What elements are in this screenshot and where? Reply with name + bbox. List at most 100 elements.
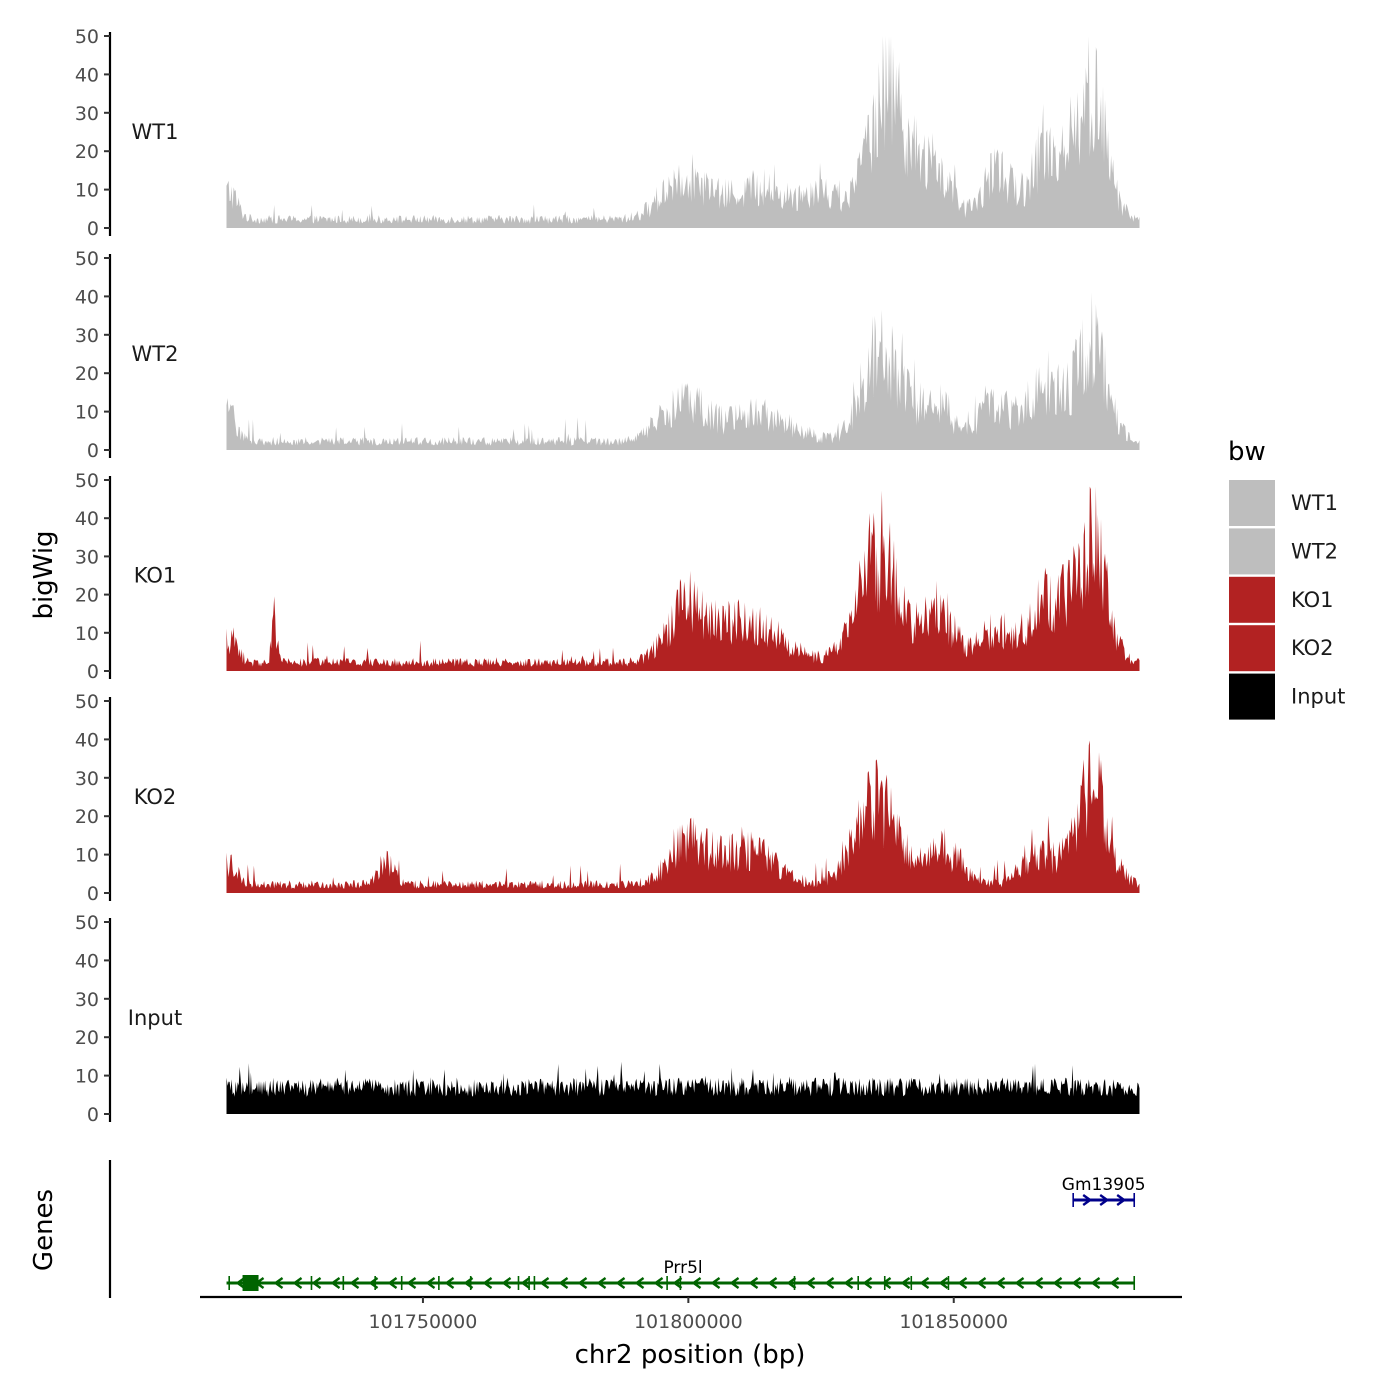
strand-arrow: [539, 1277, 550, 1289]
strand-arrow: [1090, 1277, 1101, 1289]
strand-arrow: [881, 1277, 892, 1289]
legend-title: bw: [1228, 437, 1266, 467]
y-tick-label: 20: [75, 141, 99, 163]
legend-label: Input: [1291, 685, 1345, 709]
strand-arrow: [1109, 1277, 1120, 1289]
y-tick-label: 50: [75, 691, 99, 713]
y-tick-label: 10: [75, 1066, 99, 1088]
legend-label: WT1: [1291, 491, 1338, 515]
legend-swatch: [1229, 528, 1275, 575]
strand-arrow: [938, 1277, 949, 1289]
strand-arrow: [691, 1277, 702, 1289]
strand-arrow: [862, 1277, 873, 1289]
track-input: 0 10 20 30 40 50 Input: [75, 912, 1140, 1126]
strand-arrow: [729, 1277, 740, 1289]
legend-swatch: [1229, 673, 1275, 720]
y-tick-label: 40: [75, 950, 99, 972]
y-tick-label: 30: [75, 103, 99, 125]
y-tick-label: 0: [87, 661, 99, 683]
genes-panel: Gm13905 Prr5l: [108, 1160, 1146, 1298]
strand-arrow: [1071, 1277, 1082, 1289]
y-tick-label: 40: [75, 729, 99, 751]
x-tick-label: 101850000: [899, 1311, 1008, 1333]
strand-arrow: [292, 1277, 303, 1289]
strand-arrow: [1099, 1194, 1110, 1206]
strand-arrow: [805, 1277, 816, 1289]
strand-arrow: [520, 1277, 531, 1289]
strand-arrow: [387, 1277, 398, 1289]
x-axis: 101750000 101800000 101850000: [200, 1295, 1182, 1333]
strand-arrow: [273, 1277, 284, 1289]
legend-label: KO1: [1291, 588, 1334, 612]
strand-arrow: [615, 1277, 626, 1289]
track-label: KO1: [134, 564, 177, 588]
strand-arrow: [482, 1277, 493, 1289]
x-tick-label: 101800000: [634, 1311, 743, 1333]
legend-item-wt2: WT2: [1229, 528, 1338, 575]
y-tick-label: 10: [75, 845, 99, 867]
strand-arrow: [406, 1277, 417, 1289]
y-tick-label: 10: [75, 623, 99, 645]
legend-item-ko2: KO2: [1229, 625, 1334, 672]
y-tick-label: 30: [75, 989, 99, 1011]
strand-arrow: [1052, 1277, 1063, 1289]
y-tick-label: 0: [87, 1104, 99, 1126]
legend-item-wt1: WT1: [1229, 480, 1338, 526]
track-label: KO2: [134, 785, 177, 809]
legend-swatch: [1229, 625, 1275, 672]
legend-swatch: [1229, 576, 1275, 623]
y-tick-label: 50: [75, 248, 99, 270]
y-tick-label: 20: [75, 363, 99, 385]
x-axis-title: chr2 position (bp): [575, 1340, 806, 1370]
gene-prr5l: Prr5l: [226, 1258, 1136, 1291]
strand-arrow: [767, 1277, 778, 1289]
track-ko1: 0 10 20 30 40 50 KO1: [75, 470, 1140, 683]
strand-arrow: [995, 1277, 1006, 1289]
strand-arrow: [710, 1277, 721, 1289]
strand-arrow: [577, 1277, 588, 1289]
strand-arrow: [843, 1277, 854, 1289]
track-ko2: 0 10 20 30 40 50 KO2: [75, 691, 1140, 905]
y-tick-label: 40: [75, 508, 99, 530]
y-tick-label: 0: [87, 883, 99, 905]
strand-arrow: [1014, 1277, 1025, 1289]
y-tick-label: 30: [75, 768, 99, 790]
y-tick-label: 20: [75, 806, 99, 828]
track-label: Input: [128, 1006, 182, 1030]
x-tick-label: 101750000: [369, 1311, 478, 1333]
strand-arrow: [501, 1277, 512, 1289]
strand-arrow: [558, 1277, 569, 1289]
y-tick-label: 50: [75, 26, 99, 48]
track-label: WT2: [132, 342, 179, 366]
strand-arrow: [748, 1277, 759, 1289]
legend: bw WT1 WT2 KO1 KO2 Input: [1228, 437, 1345, 720]
strand-arrow: [672, 1277, 683, 1289]
y-axis-title: bigWig: [29, 530, 59, 619]
y-tick-label: 30: [75, 325, 99, 347]
legend-item-input: Input: [1229, 673, 1345, 720]
y-tick-label: 20: [75, 1027, 99, 1049]
strand-arrow: [1082, 1194, 1093, 1206]
tracks-layer: 0 10 20 30 40 50 WT1 0 10 20 30 40 50 WT2 0 10 20 30 40 50 K…: [75, 26, 1140, 1126]
track-wt1: 0 10 20 30 40 50 WT1: [75, 26, 1140, 240]
y-tick-label: 0: [87, 440, 99, 462]
y-tick-label: 10: [75, 402, 99, 424]
strand-arrow: [235, 1277, 246, 1289]
genes-axis-title: Genes: [29, 1189, 59, 1271]
strand-arrow: [976, 1277, 987, 1289]
coverage-area: [226, 740, 1140, 893]
legend-label: WT2: [1291, 539, 1338, 563]
strand-arrow: [330, 1277, 341, 1289]
legend-label: KO2: [1291, 636, 1334, 660]
y-tick-label: 30: [75, 546, 99, 568]
coverage-area: [226, 486, 1140, 671]
strand-arrow: [444, 1277, 455, 1289]
gene-gm13905: Gm13905: [1062, 1175, 1146, 1207]
strand-arrow: [349, 1277, 360, 1289]
strand-arrow: [1116, 1194, 1127, 1206]
gene-label: Prr5l: [663, 1258, 702, 1278]
y-tick-label: 20: [75, 585, 99, 607]
strand-arrow: [425, 1277, 436, 1289]
coverage-area: [226, 1061, 1140, 1114]
